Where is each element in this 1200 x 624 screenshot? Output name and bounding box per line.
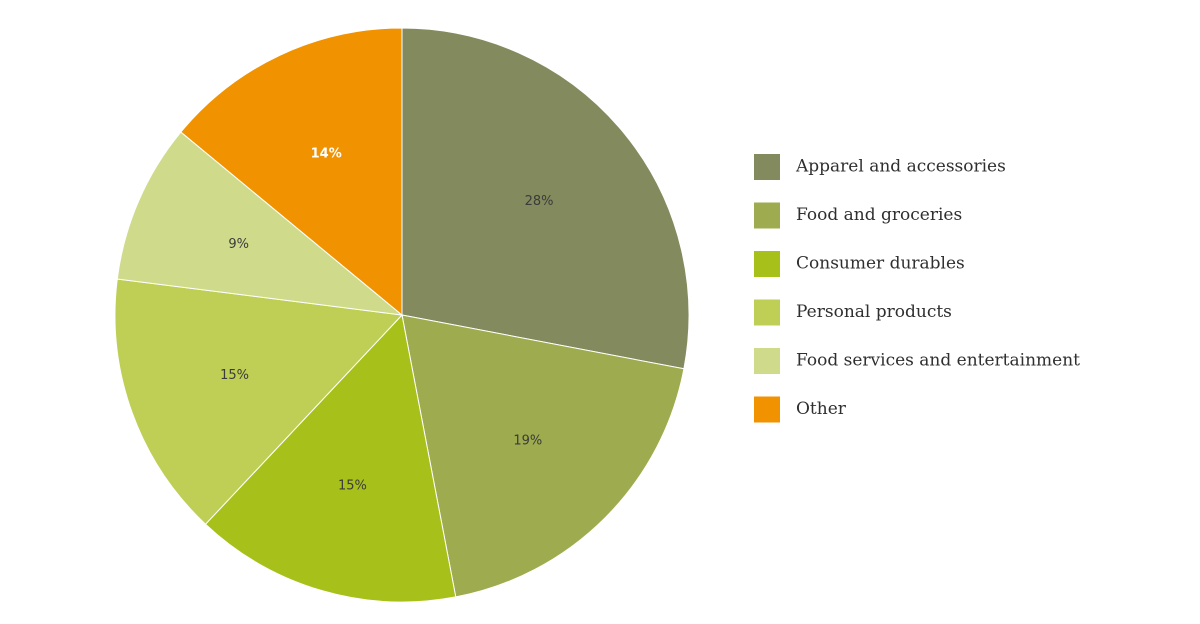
pie-slice-consumer-durables bbox=[204, 313, 457, 603]
data-label-food-and-groceries: 19% bbox=[513, 433, 542, 448]
legend-swatch-other bbox=[754, 396, 780, 423]
pie-slice-personal-products bbox=[114, 278, 404, 525]
pie-slice-food-services-and-entertainment bbox=[116, 131, 404, 316]
legend-swatch-apparel-and-accessories bbox=[754, 154, 780, 180]
data-label-consumer-durables: 15% bbox=[338, 478, 367, 493]
legend-swatch-consumer-durables bbox=[754, 251, 780, 277]
legend-label-consumer-durables: Consumer durables bbox=[796, 254, 965, 274]
pie-slice-labels: 28% 19% 15% 15% 9% 14% bbox=[220, 147, 553, 494]
legend-label-personal-products: Personal products bbox=[796, 302, 952, 322]
legend-label-food-services-and-entertainment: Food services and entertainment bbox=[796, 351, 1080, 371]
legend: Apparel and accessories Food and grocerie… bbox=[754, 154, 1080, 423]
pie-slice-other bbox=[180, 27, 403, 317]
data-label-food-services-and-entertainment: 9% bbox=[228, 237, 249, 252]
legend-swatch-food-services-and-entertainment bbox=[754, 348, 780, 374]
legend-swatch-food-and-groceries bbox=[754, 202, 780, 229]
legend-label-food-and-groceries: Food and groceries bbox=[796, 205, 962, 225]
legend-label-other: Other bbox=[796, 399, 847, 419]
pie-slice-food-and-groceries bbox=[401, 314, 685, 598]
data-label-personal-products: 15% bbox=[220, 368, 249, 383]
data-label-apparel-and-accessories: 28% bbox=[525, 194, 554, 209]
pie-slices bbox=[114, 27, 690, 603]
legend-swatch-personal-products bbox=[754, 299, 780, 326]
pie-slice-apparel-and-accessories bbox=[401, 27, 690, 370]
data-label-other: 14% bbox=[311, 147, 342, 162]
legend-label-apparel-and-accessories: Apparel and accessories bbox=[795, 157, 1006, 177]
